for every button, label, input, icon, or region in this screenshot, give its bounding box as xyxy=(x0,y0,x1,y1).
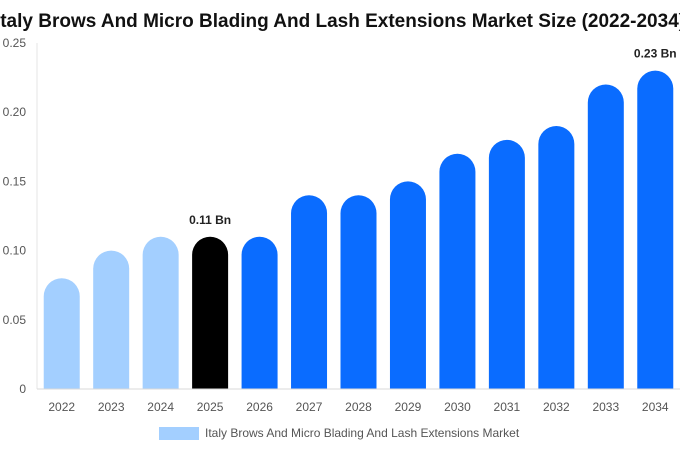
y-tick-label: 0.10 xyxy=(3,244,27,258)
bar-2022 xyxy=(43,278,80,389)
x-tick-label: 2033 xyxy=(592,400,619,414)
x-tick-label: 2026 xyxy=(246,400,273,414)
x-tick-label: 2034 xyxy=(642,400,669,414)
x-tick-label: 2032 xyxy=(543,400,570,414)
data-label-2034: 0.23 Bn xyxy=(634,47,677,61)
legend: Italy Brows And Micro Blading And Lash E… xyxy=(159,426,520,440)
bar-2031 xyxy=(488,139,525,389)
bar-2030 xyxy=(439,153,476,389)
y-tick-label: 0.15 xyxy=(3,174,27,188)
bar-2034 xyxy=(637,70,674,390)
y-axis: 0 0.05 0.10 0.15 0.20 0.25 xyxy=(3,36,38,396)
y-tick-label: 0.20 xyxy=(3,105,27,119)
x-tick-label: 2024 xyxy=(147,400,174,414)
x-tick-label: 2025 xyxy=(197,400,224,414)
x-axis: 2022 2023 2024 2025 2026 2027 2028 2029 2030 2031… xyxy=(37,388,680,414)
data-label-2025: 0.11 Bn xyxy=(189,213,231,227)
bar-2027 xyxy=(291,195,328,389)
bar-2032 xyxy=(538,126,575,390)
legend-label: Italy Brows And Micro Blading And Lash E… xyxy=(205,426,520,440)
x-tick-label: 2029 xyxy=(395,400,422,414)
bar-2033 xyxy=(587,84,624,390)
bar-2024 xyxy=(142,236,179,389)
data-labels: 0.11 Bn 0.23 Bn xyxy=(189,47,677,227)
y-tick-label: 0 xyxy=(19,382,26,396)
x-tick-label: 2030 xyxy=(444,400,471,414)
bar-2029 xyxy=(389,181,426,389)
legend-swatch xyxy=(159,427,199,440)
bar-2023 xyxy=(93,250,130,389)
bar-2028 xyxy=(340,195,377,389)
bar-2026 xyxy=(241,236,278,389)
x-tick-label: 2027 xyxy=(296,400,323,414)
y-tick-label: 0.25 xyxy=(3,36,27,50)
x-tick-label: 2031 xyxy=(494,400,521,414)
bars xyxy=(43,70,674,390)
chart-title: Italy Brows And Micro Blading And Lash E… xyxy=(0,11,680,32)
x-tick-label: 2028 xyxy=(345,400,372,414)
bar-2025 xyxy=(192,236,229,389)
x-tick-label: 2023 xyxy=(98,400,125,414)
y-tick-label: 0.05 xyxy=(3,313,27,327)
x-tick-label: 2022 xyxy=(48,400,75,414)
